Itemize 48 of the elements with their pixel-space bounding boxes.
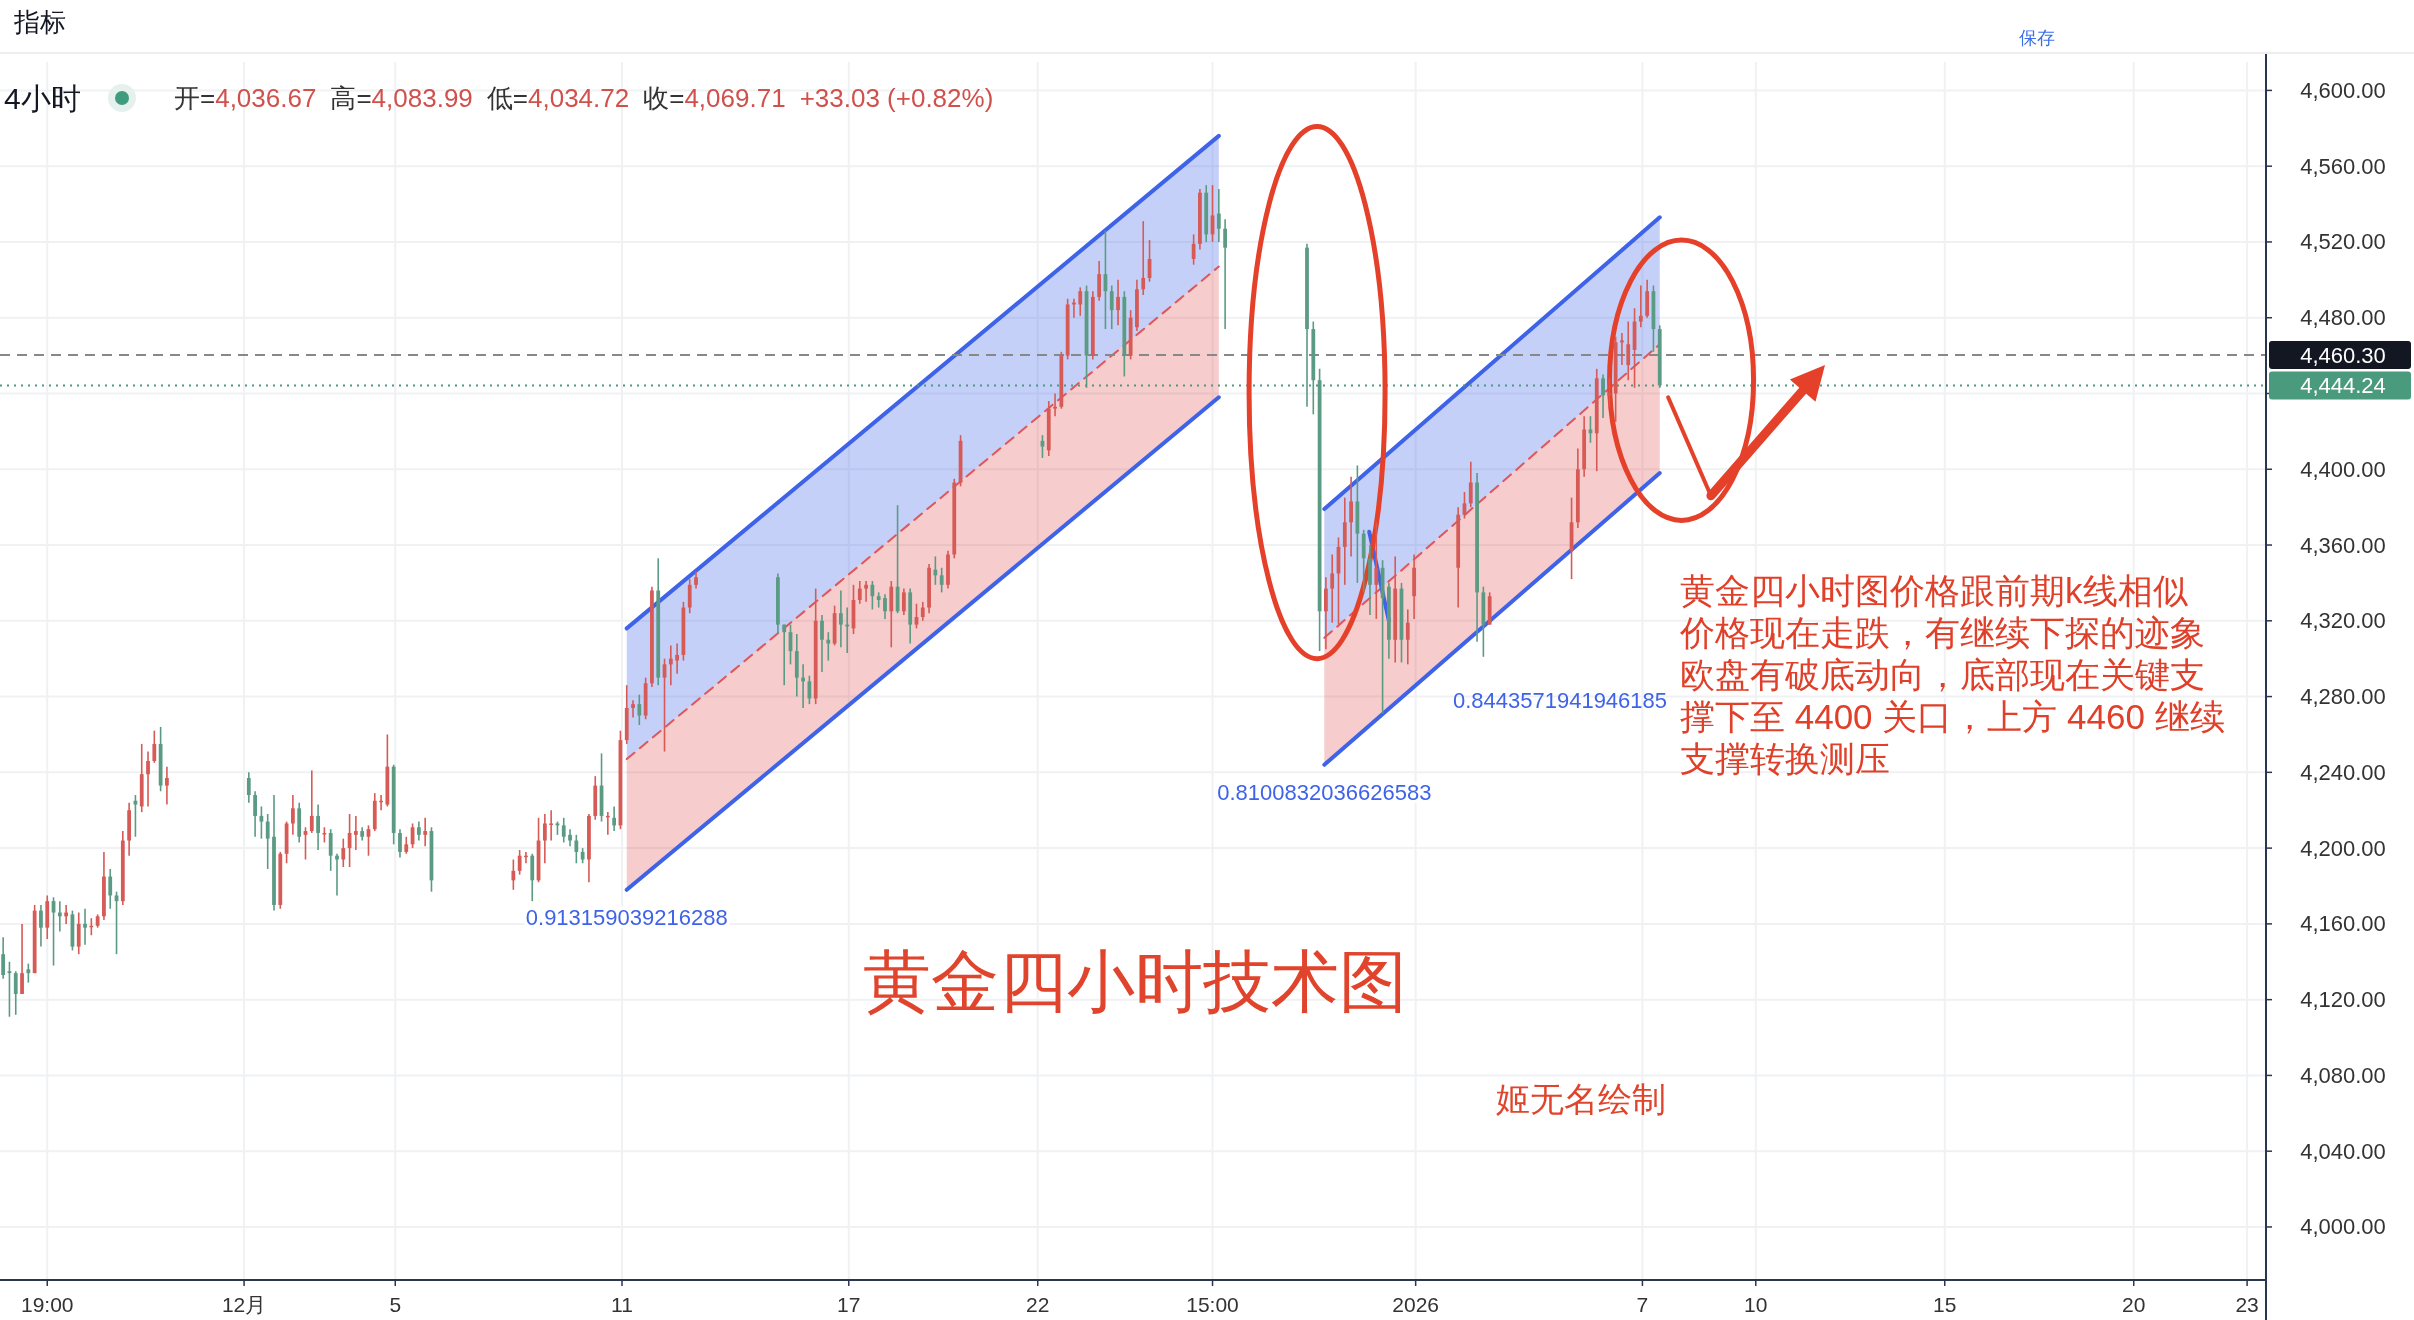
y-tick-label: 4,560.00 <box>2300 153 2386 179</box>
y-tick-label: 4,400.00 <box>2300 456 2386 482</box>
x-tick-label: 5 <box>389 1292 402 1316</box>
annotation: 欧盘有破底动向，底部现在关键支 <box>1680 654 2205 694</box>
y-tick-label: 4,120.00 <box>2300 987 2386 1013</box>
text: 保存 <box>2019 28 2055 48</box>
x-tick-label: 11 <box>611 1292 633 1316</box>
y-tick-label: 4,600.00 <box>2300 77 2386 103</box>
y-tick-label: 4,480.00 <box>2300 305 2386 331</box>
annotation: 价格现在走跌，有继续下探的迹象 <box>1679 612 2205 652</box>
y-tick-label: 4,040.00 <box>2300 1138 2386 1164</box>
x-tick-label: 19:00 <box>20 1292 74 1316</box>
annotation: 0.913159039216288 <box>525 905 728 931</box>
x-tick-label: 2026 <box>1392 1292 1440 1316</box>
x-tick-label: 7 <box>1636 1292 1649 1316</box>
x-tick-label: 10 <box>1744 1292 1768 1316</box>
annotation: 收=4,069.71 <box>643 83 786 113</box>
y-tick-label: 4,280.00 <box>2300 684 2386 710</box>
annotation: 姬无名绘制 <box>1496 1080 1666 1118</box>
y-tick-label: 4,360.00 <box>2300 532 2386 558</box>
y-tick-label: 4,520.00 <box>2300 229 2386 255</box>
x-tick-label: 12月 <box>221 1292 267 1316</box>
annotation: 高=4,083.99 <box>330 83 473 113</box>
ref-line-label: 4,460.30 <box>2300 342 2386 368</box>
annotation: +33.03 (+0.82%) <box>799 83 994 113</box>
annotation: 开=4,036.67 <box>174 83 317 113</box>
x-tick-label: 17 <box>837 1292 861 1316</box>
x-tick-label: 22 <box>1026 1292 1050 1316</box>
annotation: 撑下至 4400 关口，上方 4460 继续 <box>1680 696 2225 736</box>
y-tick-label: 4,160.00 <box>2300 911 2386 937</box>
text: 黄金四小时技术图 <box>863 943 1407 1019</box>
annotation: 低=4,034.72 <box>486 83 630 113</box>
x-tick-label: 20 <box>2122 1292 2146 1316</box>
x-tick-label: 23 <box>2235 1292 2259 1316</box>
y-tick-label: 4,200.00 <box>2300 835 2386 861</box>
x-tick-label: 15 <box>1933 1292 1957 1316</box>
text: 指标 <box>13 7 66 37</box>
y-tick-label: 4,240.00 <box>2300 759 2386 785</box>
annotation: 4小时 <box>4 81 81 115</box>
annotation: 0.8443571941946185 <box>1452 687 1668 713</box>
annotation: 黄金四小时图价格跟前期k线相似 <box>1680 570 2188 610</box>
annotation: 0.8100832036626583 <box>1217 780 1432 806</box>
annotation: 支撑转换测压 <box>1680 738 1890 778</box>
y-tick-label: 4,320.00 <box>2300 608 2386 634</box>
y-tick-label: 4,000.00 <box>2300 1214 2386 1240</box>
x-tick-label: 15:00 <box>1186 1292 1239 1316</box>
y-tick-label: 4,080.00 <box>2300 1062 2386 1088</box>
ref-line-label: 4,444.24 <box>2300 372 2386 398</box>
